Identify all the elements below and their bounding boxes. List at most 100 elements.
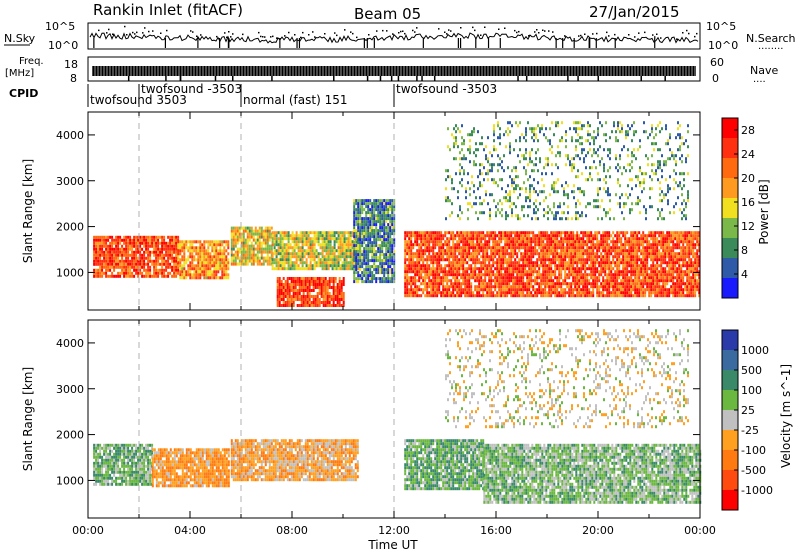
echo-cell bbox=[456, 243, 459, 247]
echo-cell bbox=[385, 205, 388, 209]
echo-cell bbox=[484, 243, 487, 247]
echo-cell bbox=[293, 234, 296, 238]
echo-cell bbox=[377, 256, 380, 260]
echo-cell bbox=[383, 217, 386, 221]
echo-cell bbox=[528, 255, 531, 259]
echo-cell bbox=[309, 261, 312, 265]
echo-cell bbox=[111, 259, 114, 263]
echo-cell bbox=[498, 261, 501, 265]
echo-cell bbox=[371, 241, 374, 245]
echo-cell bbox=[556, 285, 559, 289]
echo-cell bbox=[236, 238, 239, 242]
echo-cell bbox=[484, 285, 487, 289]
echo-cell bbox=[430, 246, 433, 250]
echo-cell bbox=[317, 252, 320, 256]
echo-cell bbox=[379, 268, 382, 272]
echo-cell bbox=[351, 261, 354, 265]
echo-cell bbox=[440, 270, 443, 274]
echo-cell bbox=[167, 265, 170, 269]
echo-cell bbox=[594, 285, 597, 289]
echo-cell bbox=[404, 234, 407, 238]
echo-cell bbox=[266, 253, 269, 257]
echo-cell bbox=[592, 255, 595, 259]
echo-cell bbox=[203, 246, 206, 250]
echo-cell bbox=[383, 238, 386, 242]
echo-cell bbox=[616, 243, 619, 247]
echo-cell bbox=[530, 267, 533, 271]
echo-cell bbox=[570, 252, 573, 256]
echo-cell bbox=[321, 264, 324, 268]
echo-cell bbox=[532, 270, 535, 274]
echo-cell bbox=[570, 258, 573, 262]
echo-cell bbox=[217, 249, 220, 253]
echo-cell bbox=[472, 231, 475, 235]
echo-cell bbox=[458, 282, 461, 286]
echo-cell bbox=[373, 244, 376, 248]
echo-cell bbox=[516, 261, 519, 265]
echo-cell bbox=[301, 267, 304, 271]
echo-cell bbox=[280, 289, 283, 292]
echo-cell bbox=[294, 283, 297, 286]
echo-cell bbox=[107, 259, 110, 263]
echo-cell bbox=[410, 252, 413, 256]
echo-cell bbox=[422, 264, 425, 268]
echo-cell bbox=[502, 288, 505, 292]
echo-cell bbox=[276, 286, 279, 289]
echo-cell bbox=[337, 264, 340, 268]
echo-cell bbox=[167, 271, 170, 275]
echo-cell bbox=[524, 234, 527, 238]
echo-cell bbox=[404, 276, 407, 280]
echo-cell bbox=[367, 229, 370, 233]
echo-cell bbox=[424, 282, 427, 286]
echo-cell bbox=[570, 282, 573, 286]
echo-cell bbox=[137, 265, 140, 269]
echo-cell bbox=[556, 279, 559, 283]
echo-cell bbox=[387, 274, 390, 278]
echo-cell bbox=[546, 255, 549, 259]
echo-cell bbox=[135, 268, 138, 272]
echo-cell bbox=[442, 270, 445, 274]
echo-cell bbox=[630, 234, 633, 238]
echo-cell bbox=[452, 255, 455, 259]
echo-cell bbox=[273, 231, 276, 235]
echo-cell bbox=[107, 253, 110, 257]
echo-cell bbox=[197, 249, 200, 253]
echo-cell bbox=[163, 271, 166, 275]
echo-cell bbox=[560, 264, 563, 268]
echo-cell bbox=[125, 268, 128, 272]
echo-cell bbox=[363, 229, 366, 233]
echo-cell bbox=[219, 258, 222, 262]
echo-cell bbox=[133, 235, 136, 239]
echo-cell bbox=[414, 255, 417, 259]
echo-cell bbox=[227, 267, 230, 271]
echo-cell bbox=[550, 285, 553, 289]
echo-cell bbox=[436, 285, 439, 289]
echo-cell bbox=[616, 234, 619, 238]
echo-cell bbox=[345, 255, 348, 259]
echo-cell bbox=[175, 265, 178, 269]
echo-cell bbox=[426, 285, 429, 289]
echo-cell bbox=[367, 223, 370, 227]
echo-cell bbox=[149, 274, 152, 278]
echo-cell bbox=[109, 274, 112, 278]
echo-cell bbox=[268, 247, 271, 251]
echo-cell bbox=[590, 282, 593, 286]
echo-cell bbox=[101, 265, 104, 269]
echo-cell bbox=[528, 270, 531, 274]
echo-cell bbox=[520, 273, 523, 277]
echo-cell bbox=[287, 252, 290, 256]
echo-cell bbox=[139, 271, 142, 275]
echo-cell bbox=[532, 288, 535, 292]
echo-cell bbox=[211, 276, 214, 280]
echo-cell bbox=[338, 298, 341, 301]
echo-cell bbox=[530, 294, 533, 298]
echo-cell bbox=[454, 285, 457, 289]
echo-cell bbox=[432, 267, 435, 271]
echo-cell bbox=[322, 280, 325, 283]
echo-cell bbox=[488, 240, 491, 244]
echo-cell bbox=[177, 258, 180, 262]
echo-cell bbox=[377, 229, 380, 233]
echo-cell bbox=[363, 223, 366, 227]
echo-cell bbox=[131, 262, 134, 266]
echo-cell bbox=[341, 231, 344, 235]
